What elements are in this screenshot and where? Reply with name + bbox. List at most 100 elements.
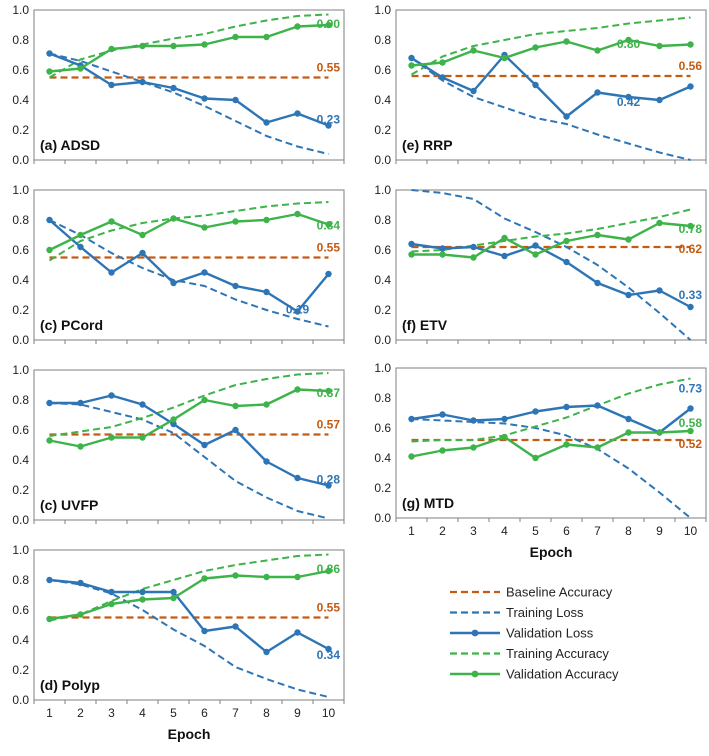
- series-line-validation-loss: [49, 52, 329, 127]
- series-line-validation-accuracy: [49, 23, 329, 73]
- panel-rrp: 0.0 0.2 0.4 0.6 0.8 1.0 0.56 0.80 0.42 (e) RRP: [374, 3, 707, 167]
- data-point-validation-loss: [501, 415, 508, 423]
- data-label-validation-accuracy: 0.87: [317, 386, 341, 400]
- x-tick-label: 8: [263, 706, 270, 720]
- legend-label: Validation Accuracy: [506, 667, 619, 682]
- panel-etv: 0.0 0.2 0.4 0.6 0.8 1.0 0.62 0.78 0.33 (f) ETV: [374, 183, 707, 347]
- y-tick-label: 1.0: [374, 3, 391, 17]
- x-tick-label: 6: [201, 706, 208, 720]
- data-label-validation-loss: 0.19: [286, 303, 310, 317]
- data-point-validation-loss: [232, 96, 239, 104]
- data-point-validation-accuracy: [46, 437, 53, 444]
- series-line-training-loss: [410, 57, 691, 161]
- data-label-baseline: 0.52: [679, 437, 703, 451]
- data-point-validation-accuracy: [201, 575, 208, 582]
- data-label-validation-accuracy: 0.58: [679, 416, 703, 430]
- data-point-validation-loss: [532, 408, 539, 415]
- data-point-validation-loss: [656, 287, 663, 294]
- y-tick-label: 0.8: [374, 213, 391, 227]
- y-tick-label: 0.2: [12, 483, 29, 497]
- data-point-validation-loss: [263, 648, 270, 656]
- y-tick-label: 1.0: [374, 361, 391, 375]
- y-tick-label: 0.8: [12, 393, 29, 407]
- data-point-validation-accuracy: [408, 251, 415, 258]
- legend-item-training-accuracy: Training Accuracy: [450, 646, 609, 661]
- data-point-validation-accuracy: [108, 45, 115, 53]
- data-point-validation-accuracy: [594, 444, 601, 451]
- data-label-validation-loss: 0.42: [617, 95, 641, 109]
- data-label-baseline: 0.55: [317, 61, 341, 75]
- data-point-validation-loss: [46, 216, 53, 224]
- legend-marker: [471, 629, 479, 637]
- data-point-validation-accuracy: [170, 42, 177, 50]
- data-point-validation-accuracy: [201, 224, 208, 231]
- data-point-validation-accuracy: [170, 215, 177, 222]
- data-point-validation-loss: [325, 122, 332, 129]
- series-line-training-accuracy: [411, 208, 691, 253]
- data-point-validation-accuracy: [594, 231, 601, 239]
- y-tick-label: 0.0: [12, 513, 29, 527]
- data-point-validation-loss: [294, 629, 301, 636]
- data-point-validation-accuracy: [170, 416, 177, 423]
- data-point-validation-loss: [470, 87, 477, 95]
- data-point-validation-loss: [232, 623, 239, 630]
- series-line-training-loss: [49, 579, 329, 698]
- data-point-validation-accuracy: [470, 254, 477, 261]
- y-tick-label: 0.0: [12, 693, 29, 707]
- data-point-validation-loss: [139, 249, 146, 257]
- series-line-training-accuracy: [410, 16, 691, 76]
- data-point-validation-accuracy: [201, 396, 208, 404]
- panel-label: (d) Polyp: [40, 677, 100, 693]
- data-point-validation-accuracy: [232, 572, 239, 579]
- data-point-validation-accuracy: [532, 251, 539, 258]
- data-point-validation-accuracy: [625, 429, 632, 436]
- data-point-validation-loss: [408, 415, 415, 423]
- y-tick-label: 0.2: [374, 481, 391, 495]
- data-point-validation-accuracy: [139, 434, 146, 441]
- panel-label: (g) MTD: [402, 495, 454, 511]
- data-point-validation-accuracy: [294, 210, 301, 218]
- legend: Baseline Accuracy Training Loss Validation…: [450, 585, 619, 682]
- y-tick-label: 0.4: [12, 273, 29, 287]
- data-point-validation-loss: [139, 78, 146, 86]
- data-label-baseline: 0.55: [317, 601, 341, 615]
- y-tick-label: 0.4: [374, 451, 391, 465]
- x-tick-label: 10: [322, 706, 336, 720]
- series-line-validation-loss: [49, 578, 330, 654]
- x-tick-label: 5: [170, 706, 177, 720]
- data-label-validation-accuracy: 0.80: [617, 37, 641, 51]
- data-point-validation-accuracy: [77, 231, 84, 239]
- data-point-validation-accuracy: [656, 219, 663, 227]
- data-point-validation-loss: [108, 588, 115, 596]
- data-label-validation-accuracy: 0.90: [317, 17, 341, 31]
- data-point-validation-accuracy: [46, 246, 53, 254]
- x-tick-label: 7: [232, 706, 239, 720]
- data-point-validation-accuracy: [294, 573, 301, 581]
- y-tick-label: 0.4: [374, 273, 391, 287]
- data-point-validation-loss: [563, 258, 570, 266]
- data-point-validation-accuracy: [563, 441, 570, 448]
- y-tick-label: 0.0: [12, 333, 29, 347]
- y-tick-label: 0.2: [12, 123, 29, 137]
- panel-label: (a) ADSD: [40, 137, 100, 153]
- y-tick-label: 0.0: [374, 511, 391, 525]
- data-point-validation-loss: [594, 89, 601, 96]
- x-tick-label: 8: [625, 524, 632, 538]
- y-tick-label: 1.0: [12, 3, 29, 17]
- x-axis-title: Epoch: [530, 544, 573, 560]
- y-tick-label: 0.6: [12, 603, 29, 617]
- data-point-validation-accuracy: [108, 434, 115, 441]
- data-point-validation-accuracy: [501, 234, 508, 242]
- data-point-validation-accuracy: [687, 427, 694, 435]
- data-point-validation-accuracy: [232, 218, 239, 225]
- data-point-validation-loss: [46, 576, 53, 584]
- x-tick-label: 7: [594, 524, 601, 538]
- x-tick-label: 6: [563, 524, 570, 538]
- data-point-validation-accuracy: [325, 21, 332, 29]
- y-tick-label: 0.2: [12, 663, 29, 677]
- data-point-validation-accuracy: [325, 567, 332, 575]
- panel-label: (e) RRP: [402, 137, 453, 153]
- data-point-validation-loss: [201, 627, 208, 635]
- y-tick-label: 0.8: [374, 33, 391, 47]
- data-point-validation-loss: [625, 291, 632, 299]
